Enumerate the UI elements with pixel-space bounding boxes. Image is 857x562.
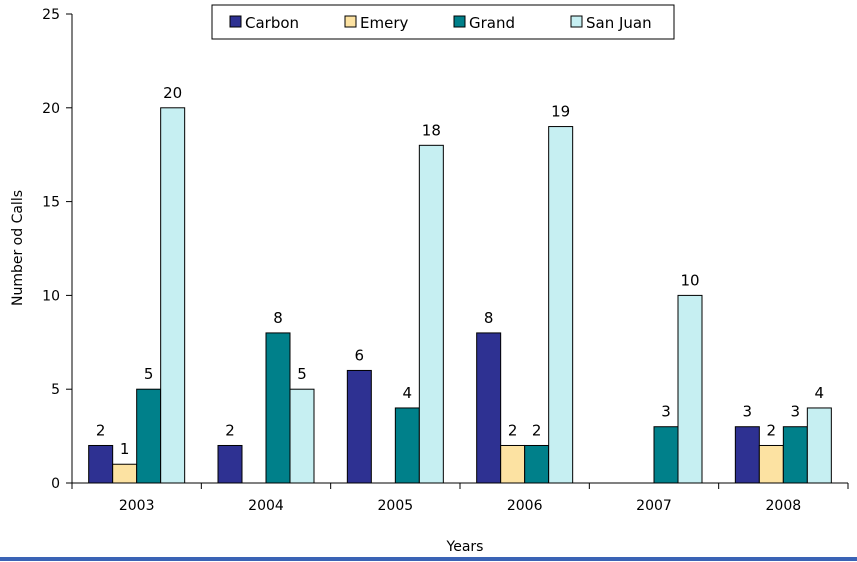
value-label: 2 xyxy=(96,421,106,439)
bar-grand-2004 xyxy=(265,332,291,484)
value-label: 3 xyxy=(743,403,753,421)
value-label: 20 xyxy=(163,84,182,102)
legend-swatch xyxy=(344,15,357,28)
value-label: 18 xyxy=(422,121,441,139)
value-label: 8 xyxy=(273,309,283,327)
bar-san-juan-2003 xyxy=(160,107,186,484)
bar-carbon-2003 xyxy=(88,444,114,484)
value-label: 6 xyxy=(355,346,365,364)
bar-grand-2003 xyxy=(136,388,162,484)
bar-grand-2005 xyxy=(394,407,420,484)
value-label: 2 xyxy=(225,421,235,439)
bar-carbon-2006 xyxy=(476,332,502,484)
bar-grand-2008 xyxy=(782,426,808,484)
x-tick-label: 2007 xyxy=(636,498,672,514)
y-axis-ticks: 0 5 10 15 20 25 xyxy=(42,7,72,492)
bar-emery-2003 xyxy=(112,463,138,484)
legend-box xyxy=(211,4,675,40)
legend-label: Carbon xyxy=(245,14,299,32)
legend-swatch xyxy=(453,15,466,28)
bottom-rule xyxy=(0,557,857,561)
value-label: 1 xyxy=(120,440,130,458)
bar-carbon-2005 xyxy=(346,369,372,484)
legend-swatch xyxy=(229,15,242,28)
bar-san-juan-2006 xyxy=(548,126,574,484)
bar-grand-2007 xyxy=(653,426,679,484)
bar-carbon-2008 xyxy=(734,426,760,484)
y-tick-label: 5 xyxy=(51,382,60,398)
legend: Carbon Emery Grand San Juan xyxy=(211,4,675,40)
legend-swatch xyxy=(570,15,583,28)
bar-san-juan-2004 xyxy=(289,388,315,484)
y-tick-label: 0 xyxy=(51,476,60,492)
x-tick-label: 2003 xyxy=(119,498,155,514)
y-axis-title: Number od Calls xyxy=(10,190,26,306)
x-tick-label: 2008 xyxy=(766,498,802,514)
y-tick-label: 15 xyxy=(42,195,60,211)
legend-label: San Juan xyxy=(586,14,652,32)
y-tick-label: 10 xyxy=(42,288,60,304)
value-label: 2 xyxy=(767,421,777,439)
bar-grand-2006 xyxy=(524,444,550,484)
value-label: 4 xyxy=(815,384,825,402)
x-tick-label: 2004 xyxy=(248,498,284,514)
value-label: 5 xyxy=(297,365,307,383)
value-label: 3 xyxy=(661,403,671,421)
bar-san-juan-2008 xyxy=(806,407,832,484)
value-label: 2 xyxy=(508,421,518,439)
legend-label: Emery xyxy=(360,14,408,32)
x-axis-title: Years xyxy=(446,539,484,555)
bar-emery-2008 xyxy=(758,444,784,484)
value-label: 2 xyxy=(532,421,542,439)
value-label: 5 xyxy=(144,365,154,383)
legend-label: Grand xyxy=(469,14,515,32)
value-label: 3 xyxy=(791,403,801,421)
bars xyxy=(88,107,832,484)
y-tick-label: 20 xyxy=(42,101,60,117)
bar-san-juan-2005 xyxy=(418,144,444,484)
y-tick-label: 25 xyxy=(42,7,60,23)
value-label: 19 xyxy=(551,103,570,121)
value-label: 10 xyxy=(680,271,699,289)
value-label: 4 xyxy=(403,384,413,402)
bar-carbon-2004 xyxy=(217,444,243,484)
bar-emery-2006 xyxy=(500,444,526,484)
bar-san-juan-2007 xyxy=(677,294,703,484)
value-label: 8 xyxy=(484,309,494,327)
x-axis-ticks: 2003 2004 2005 2006 2007 2008 xyxy=(71,483,849,514)
x-tick-label: 2006 xyxy=(507,498,543,514)
x-tick-label: 2005 xyxy=(378,498,414,514)
